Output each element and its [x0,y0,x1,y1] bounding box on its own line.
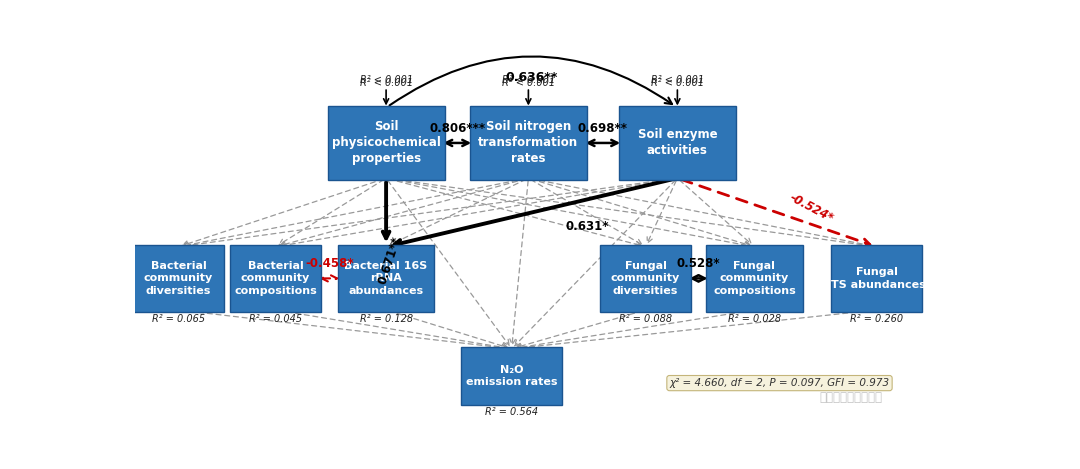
FancyBboxPatch shape [338,245,434,312]
FancyBboxPatch shape [470,106,588,180]
Text: Fungal
ITS abundances: Fungal ITS abundances [827,267,926,289]
Text: R² = 0.045: R² = 0.045 [249,314,302,324]
FancyBboxPatch shape [832,245,922,312]
Text: Soil enzyme
activities: Soil enzyme activities [637,129,717,158]
Text: R² = 0.028: R² = 0.028 [728,314,781,324]
FancyBboxPatch shape [461,347,562,405]
Text: R² < 0.001: R² < 0.001 [502,76,555,85]
Text: R² = 0.260: R² = 0.260 [850,314,903,324]
Text: -0.458*: -0.458* [305,257,354,271]
Text: 0.636**: 0.636** [505,70,558,83]
Text: Bacterial
community
compositions: Bacterial community compositions [234,261,318,296]
Text: N₂O
emission rates: N₂O emission rates [465,365,557,387]
FancyBboxPatch shape [706,245,802,312]
FancyBboxPatch shape [327,106,445,180]
Text: R² = 0.088: R² = 0.088 [619,314,672,324]
Text: 0.528*: 0.528* [677,257,720,271]
Text: Fungal
community
diversities: Fungal community diversities [611,261,680,296]
Text: Bacterial
community
diversities: Bacterial community diversities [144,261,213,296]
Text: R² < 0.001: R² < 0.001 [360,78,413,88]
Text: R² < 0.001: R² < 0.001 [502,78,555,88]
FancyBboxPatch shape [133,245,224,312]
Text: Bacterial 16S
rRNA
abundances: Bacterial 16S rRNA abundances [345,261,428,296]
Text: 0.698**: 0.698** [578,122,627,135]
Text: -0.524*: -0.524* [787,191,836,225]
Text: χ² = 4.660, df = 2, P = 0.097, GFI = 0.973: χ² = 4.660, df = 2, P = 0.097, GFI = 0.9… [670,378,890,388]
Text: 公众号：石墨烯研究: 公众号：石墨烯研究 [819,391,882,404]
FancyBboxPatch shape [619,106,735,180]
FancyBboxPatch shape [230,245,321,312]
Text: 0.631*: 0.631* [565,219,609,233]
Text: R² < 0.001: R² < 0.001 [360,76,413,85]
Text: R² < 0.001: R² < 0.001 [651,78,704,88]
Text: Soil
physicochemical
properties: Soil physicochemical properties [332,121,441,166]
Text: 0.806***: 0.806*** [429,122,485,135]
Text: R² = 0.128: R² = 0.128 [360,314,413,324]
Text: Soil nitrogen
transformation
rates: Soil nitrogen transformation rates [478,121,579,166]
Text: R² < 0.001: R² < 0.001 [651,76,704,85]
Text: Fungal
community
compositions: Fungal community compositions [713,261,796,296]
FancyBboxPatch shape [600,245,691,312]
Text: 0.671**: 0.671** [377,234,404,286]
Text: R² = 0.564: R² = 0.564 [485,407,538,417]
Text: R² = 0.065: R² = 0.065 [152,314,205,324]
